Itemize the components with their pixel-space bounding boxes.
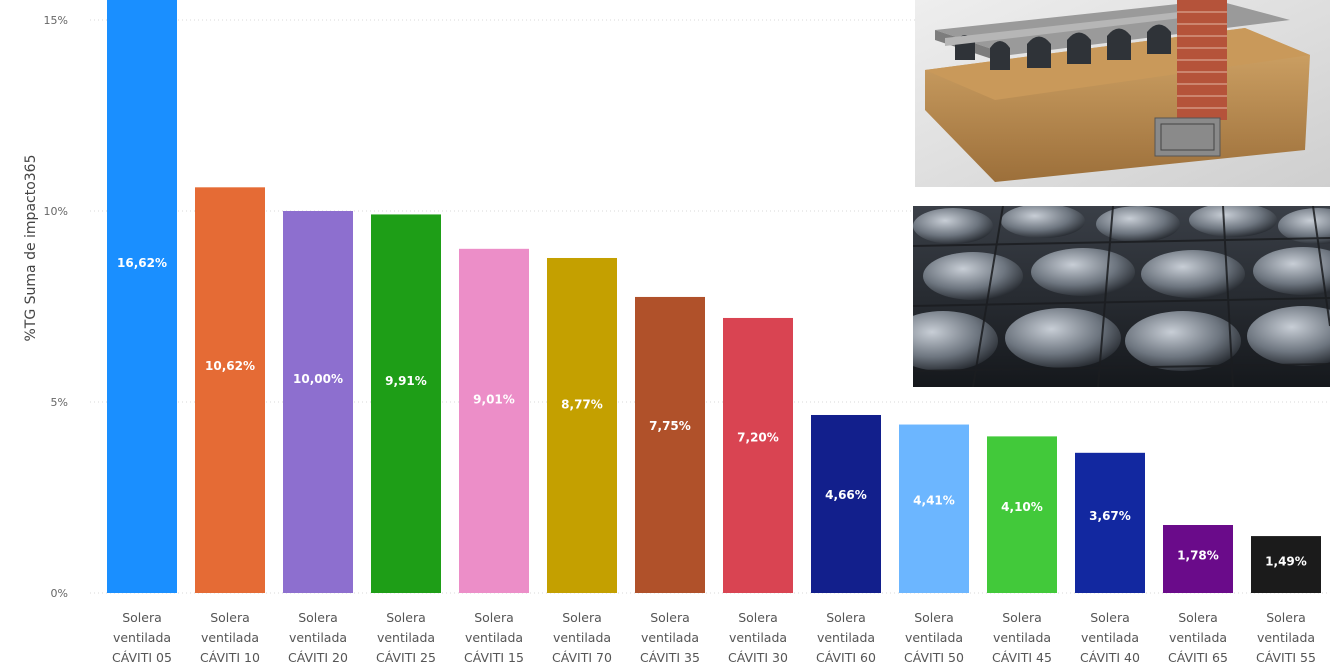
x-category-label: CÁVITI 25	[376, 650, 436, 662]
bar	[723, 317, 793, 593]
x-category-label: ventilada	[201, 630, 259, 645]
gridlines	[90, 19, 1330, 594]
x-category-label: CÁVITI 35	[640, 650, 700, 662]
bar	[107, 0, 177, 593]
y-tick-label: 0%	[51, 587, 68, 600]
x-category-label: CÁVITI 45	[992, 650, 1052, 662]
x-category-label: CÁVITI 15	[464, 650, 524, 662]
x-category-label: CÁVITI 70	[552, 650, 612, 662]
bar	[547, 257, 617, 593]
x-category-label: CÁVITI 10	[200, 650, 260, 662]
x-category-label: Solera	[298, 610, 338, 625]
x-category-label: Solera	[1002, 610, 1042, 625]
data-label: 4,10%	[1001, 500, 1043, 514]
x-category-label: CÁVITI 55	[1256, 650, 1316, 662]
y-tick-label: 15%	[44, 14, 68, 27]
x-category-label: CÁVITI 40	[1080, 650, 1140, 662]
x-category-label: CÁVITI 20	[288, 650, 348, 662]
data-label: 7,75%	[649, 419, 691, 433]
x-category-label: CÁVITI 65	[1168, 650, 1228, 662]
y-tick-label: 10%	[44, 205, 68, 218]
x-category-label: ventilada	[1169, 630, 1227, 645]
bar	[1075, 452, 1145, 593]
bar	[811, 414, 881, 593]
x-category-label: ventilada	[377, 630, 435, 645]
data-label: 9,01%	[473, 393, 515, 407]
x-category-label: Solera	[1178, 610, 1218, 625]
x-category-label: Solera	[210, 610, 250, 625]
bar	[371, 214, 441, 594]
x-category-label: Solera	[474, 610, 514, 625]
data-label: 4,66%	[825, 488, 867, 502]
x-category-label: ventilada	[641, 630, 699, 645]
y-axis-label: %TG Suma de impacto365	[23, 155, 39, 342]
data-label: 9,91%	[385, 374, 427, 388]
x-category-label: Solera	[738, 610, 778, 625]
data-label: 1,49%	[1265, 555, 1307, 569]
data-label: 7,20%	[737, 431, 779, 445]
plastic-formwork-domes-rebar-photo	[913, 206, 1330, 387]
data-label: 16,62%	[117, 256, 167, 270]
x-category-label: ventilada	[817, 630, 875, 645]
x-category-label: ventilada	[1081, 630, 1139, 645]
data-label: 1,78%	[1177, 549, 1219, 563]
bar	[899, 424, 969, 593]
x-category-label: CÁVITI 60	[816, 650, 876, 662]
x-category-label: ventilada	[113, 630, 171, 645]
bar	[1163, 525, 1233, 593]
x-category-label: Solera	[386, 610, 426, 625]
x-category-label: Solera	[122, 610, 162, 625]
y-tick-label: 5%	[51, 396, 68, 409]
bar	[195, 187, 265, 594]
x-category-label: ventilada	[1257, 630, 1315, 645]
x-category-label: ventilada	[993, 630, 1051, 645]
x-category-label: ventilada	[553, 630, 611, 645]
x-category-label: ventilada	[465, 630, 523, 645]
data-label: 4,41%	[913, 493, 955, 507]
bar	[459, 248, 529, 593]
ventilated-slab-cutaway-photo	[915, 0, 1330, 187]
data-label: 10,00%	[293, 372, 343, 386]
data-label: 8,77%	[561, 398, 603, 412]
x-category-label: ventilada	[905, 630, 963, 645]
x-category-label: Solera	[826, 610, 866, 625]
x-category-label: ventilada	[289, 630, 347, 645]
x-category-label: Solera	[1090, 610, 1130, 625]
x-category-label: Solera	[1266, 610, 1306, 625]
bar	[1251, 536, 1321, 593]
bars	[107, 0, 1321, 594]
x-category-label: CÁVITI 30	[728, 650, 788, 662]
x-category-label: Solera	[562, 610, 602, 625]
data-labels: 16,62% 10,62% 10,00% 9,91% 9,01% 8,77% 7,75% 7,…	[117, 256, 1307, 569]
bar	[635, 296, 705, 593]
x-category-label: Solera	[914, 610, 954, 625]
x-category-label: CÁVITI 50	[904, 650, 964, 662]
x-category-label: ventilada	[729, 630, 787, 645]
data-label: 3,67%	[1089, 509, 1131, 523]
data-label: 10,62%	[205, 359, 255, 373]
x-category-labels: Solera ventilada CÁVITI 05 Solera ventilada C…	[112, 610, 1316, 662]
y-tick-labels: 0% 5% 10% 15%	[44, 14, 68, 600]
x-category-label: Solera	[650, 610, 690, 625]
bar	[987, 436, 1057, 593]
bar	[283, 211, 353, 593]
x-category-label: CÁVITI 05	[112, 650, 172, 662]
